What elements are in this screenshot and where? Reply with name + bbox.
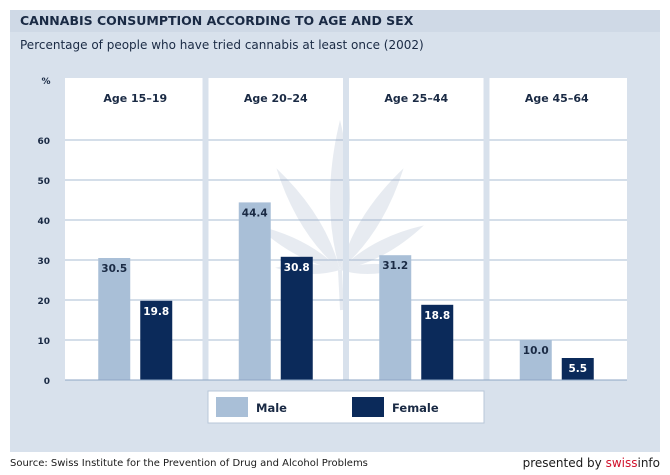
data-label: 31.2 (382, 260, 408, 272)
category-label: Age 45–64 (525, 92, 589, 105)
source-note: Source: Swiss Institute for the Preventi… (10, 458, 368, 469)
group-separator (483, 78, 490, 380)
y-tick-label: 40 (37, 217, 50, 227)
credit-prefix: presented by (522, 456, 606, 470)
y-tick-label: 30 (37, 257, 50, 267)
bar-female (280, 256, 313, 380)
category-label: Age 15–19 (103, 92, 167, 105)
bar-male (238, 202, 271, 380)
bar-male (519, 340, 552, 380)
y-tick-label: 20 (37, 297, 50, 307)
category-label: Age 20–24 (244, 92, 308, 105)
y-tick-label: 0 (44, 377, 50, 387)
data-label: 5.5 (568, 363, 587, 375)
chart-title-bar: CANNABIS CONSUMPTION ACCORDING TO AGE AN… (10, 10, 660, 32)
data-label: 30.5 (101, 263, 127, 275)
y-tick-label: 60 (37, 137, 50, 147)
bar-female (421, 304, 454, 380)
credit-line: presented by swissinfo (523, 456, 660, 470)
chart-subtitle: Percentage of people who have tried cann… (20, 38, 424, 52)
bar-female (561, 358, 594, 380)
brand-logo-part-swiss: swiss (605, 456, 638, 470)
y-tick-label: 50 (37, 177, 50, 187)
legend-box (207, 390, 485, 424)
data-label: 10.0 (523, 345, 549, 357)
group-separator (202, 78, 209, 380)
legend-swatch-male (216, 397, 248, 417)
brand-logo-part-info: info (637, 456, 660, 470)
data-label: 44.4 (242, 207, 268, 219)
group-separator (343, 78, 349, 380)
legend-label-male: Male (256, 401, 287, 415)
category-label: Age 25–44 (384, 92, 448, 105)
data-label: 18.8 (424, 310, 450, 322)
data-label: 19.8 (143, 306, 169, 318)
data-label: 30.8 (284, 262, 310, 274)
bar-female (140, 300, 173, 380)
bar-male (98, 258, 131, 380)
chart-title: CANNABIS CONSUMPTION ACCORDING TO AGE AN… (20, 13, 414, 28)
legend-label-female: Female (392, 401, 439, 415)
legend-swatch-female (352, 397, 384, 417)
y-axis-label: % (41, 77, 50, 87)
bar-male (379, 255, 412, 380)
y-tick-label: 10 (37, 337, 50, 347)
